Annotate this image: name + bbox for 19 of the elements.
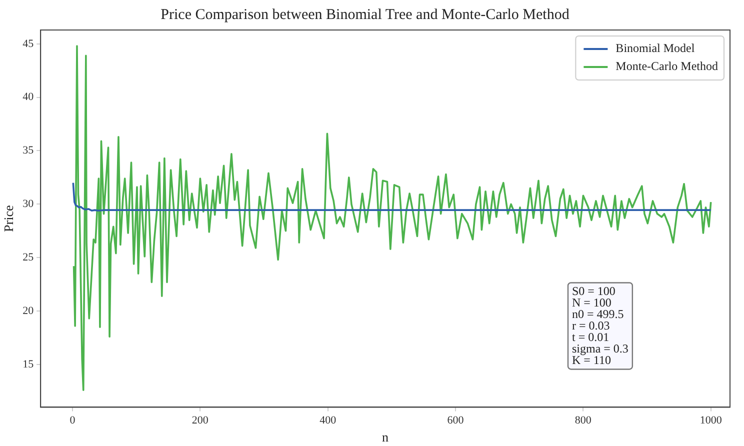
y-tick-label: 30 <box>22 198 34 210</box>
x-tick-label: 600 <box>447 414 464 427</box>
x-tick-label: 400 <box>320 414 337 427</box>
y-tick-label: 20 <box>22 304 34 317</box>
x-tick-label: 800 <box>574 414 592 427</box>
y-tick-label: 15 <box>22 358 34 370</box>
x-tick-label: 0 <box>70 414 76 427</box>
annotation: S0 = 100 N = 100 n0 = 499.5 r = 0.03 t = 0.01 sigma = 0.3 K = 110 <box>572 284 628 367</box>
y-axis-title: Price <box>1 205 16 232</box>
legend-label: Binomial Model <box>616 41 696 56</box>
x-tick-label: 200 <box>192 414 209 427</box>
y-tick-label: 45 <box>22 38 34 50</box>
chart-title: Price Comparison between Binomial Tree and Monte-Carlo Method <box>160 6 570 23</box>
y-tick-label: 25 <box>22 251 34 264</box>
y-tick-label: 35 <box>22 144 34 157</box>
x-axis-title: n <box>382 430 390 445</box>
legend-label: Monte-Carlo Method <box>616 59 718 74</box>
x-tick-label: 1000 <box>700 414 722 427</box>
y-tick-label: 40 <box>22 91 34 104</box>
